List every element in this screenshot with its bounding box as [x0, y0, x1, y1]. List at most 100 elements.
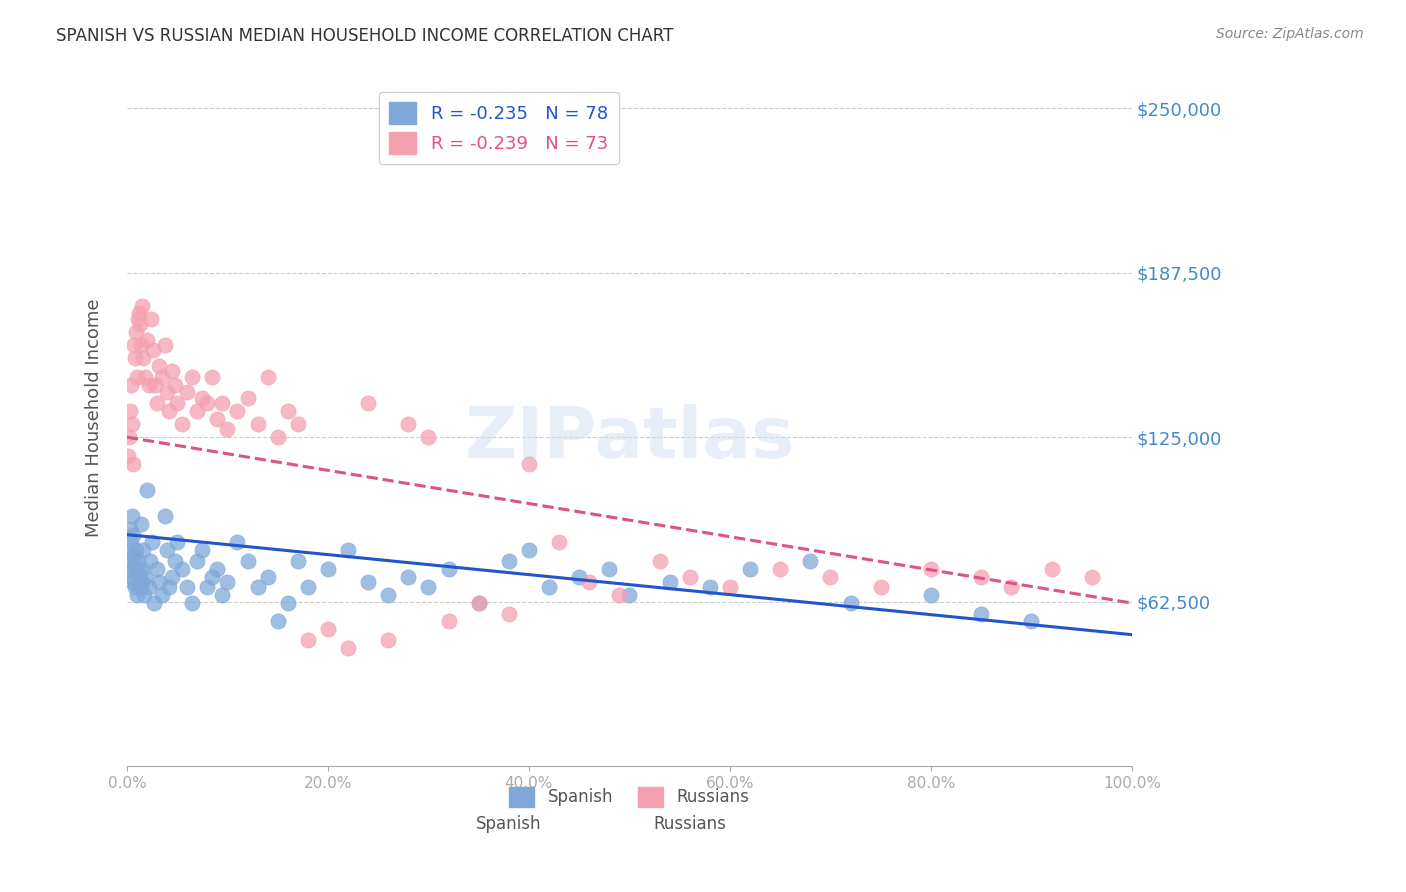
Point	[920, 562, 942, 576]
Point	[337, 543, 360, 558]
Point	[297, 632, 319, 647]
Point	[138, 377, 160, 392]
Point	[181, 596, 204, 610]
Point	[186, 404, 208, 418]
Point	[467, 596, 489, 610]
Point	[156, 385, 179, 400]
Point	[166, 396, 188, 410]
Point	[136, 333, 159, 347]
Point	[153, 509, 176, 524]
Point	[156, 543, 179, 558]
Point	[165, 377, 187, 392]
Point	[191, 543, 214, 558]
Point	[128, 573, 150, 587]
Point	[132, 543, 155, 558]
Point	[172, 562, 194, 576]
Point	[246, 417, 269, 431]
Point	[357, 574, 380, 589]
Point	[131, 574, 153, 589]
Point	[124, 580, 146, 594]
Point	[738, 562, 761, 576]
Point	[718, 580, 741, 594]
Point	[769, 562, 792, 576]
Point	[127, 311, 149, 326]
Point	[134, 570, 156, 584]
Point	[467, 596, 489, 610]
Point	[195, 396, 218, 410]
Point	[207, 411, 229, 425]
Point	[236, 554, 259, 568]
Point	[517, 457, 540, 471]
Point	[146, 396, 169, 410]
Point	[122, 574, 145, 589]
Point	[191, 391, 214, 405]
Point	[122, 457, 145, 471]
Point	[132, 588, 155, 602]
Point	[619, 588, 641, 602]
Point	[148, 359, 170, 373]
Point	[337, 640, 360, 655]
Point	[120, 535, 142, 549]
Point	[1080, 570, 1102, 584]
Point	[128, 306, 150, 320]
Point	[129, 517, 152, 532]
Point	[517, 543, 540, 558]
Point	[377, 588, 399, 602]
Point	[117, 449, 139, 463]
Point	[129, 338, 152, 352]
Point	[118, 430, 141, 444]
Point	[418, 580, 440, 594]
Point	[132, 351, 155, 366]
Point	[124, 559, 146, 574]
Point	[181, 369, 204, 384]
Point	[129, 317, 152, 331]
Point	[176, 580, 198, 594]
Point	[118, 554, 141, 568]
Point	[316, 623, 339, 637]
Point	[136, 483, 159, 497]
Point	[125, 369, 148, 384]
Point	[498, 554, 520, 568]
Point	[578, 574, 600, 589]
Point	[195, 580, 218, 594]
Point	[124, 351, 146, 366]
Point	[869, 580, 891, 594]
Point	[277, 596, 299, 610]
Text: Spanish: Spanish	[477, 815, 541, 833]
Point	[537, 580, 560, 594]
Legend: R = -0.235   N = 78, R = -0.239   N = 73: R = -0.235 N = 78, R = -0.239 N = 73	[378, 92, 619, 164]
Point	[117, 543, 139, 558]
Point	[122, 338, 145, 352]
Point	[256, 369, 278, 384]
Point	[166, 535, 188, 549]
Point	[160, 364, 183, 378]
Point	[287, 554, 309, 568]
Point	[256, 570, 278, 584]
Point	[153, 338, 176, 352]
Point	[266, 430, 288, 444]
Point	[143, 377, 166, 392]
Point	[157, 404, 180, 418]
Point	[316, 562, 339, 576]
Point	[131, 562, 153, 576]
Point	[138, 580, 160, 594]
Point	[125, 325, 148, 339]
Point	[142, 343, 165, 358]
Point	[970, 570, 993, 584]
Point	[134, 369, 156, 384]
Point	[148, 574, 170, 589]
Point	[679, 570, 702, 584]
Point	[122, 549, 145, 563]
Point	[172, 417, 194, 431]
Point	[568, 570, 591, 584]
Text: SPANISH VS RUSSIAN MEDIAN HOUSEHOLD INCOME CORRELATION CHART: SPANISH VS RUSSIAN MEDIAN HOUSEHOLD INCO…	[56, 27, 673, 45]
Point	[139, 311, 162, 326]
Point	[226, 535, 249, 549]
Point	[207, 562, 229, 576]
Y-axis label: Median Household Income: Median Household Income	[86, 298, 103, 537]
Point	[118, 562, 141, 576]
Point	[122, 527, 145, 541]
Point	[211, 588, 233, 602]
Point	[150, 588, 173, 602]
Point	[920, 588, 942, 602]
